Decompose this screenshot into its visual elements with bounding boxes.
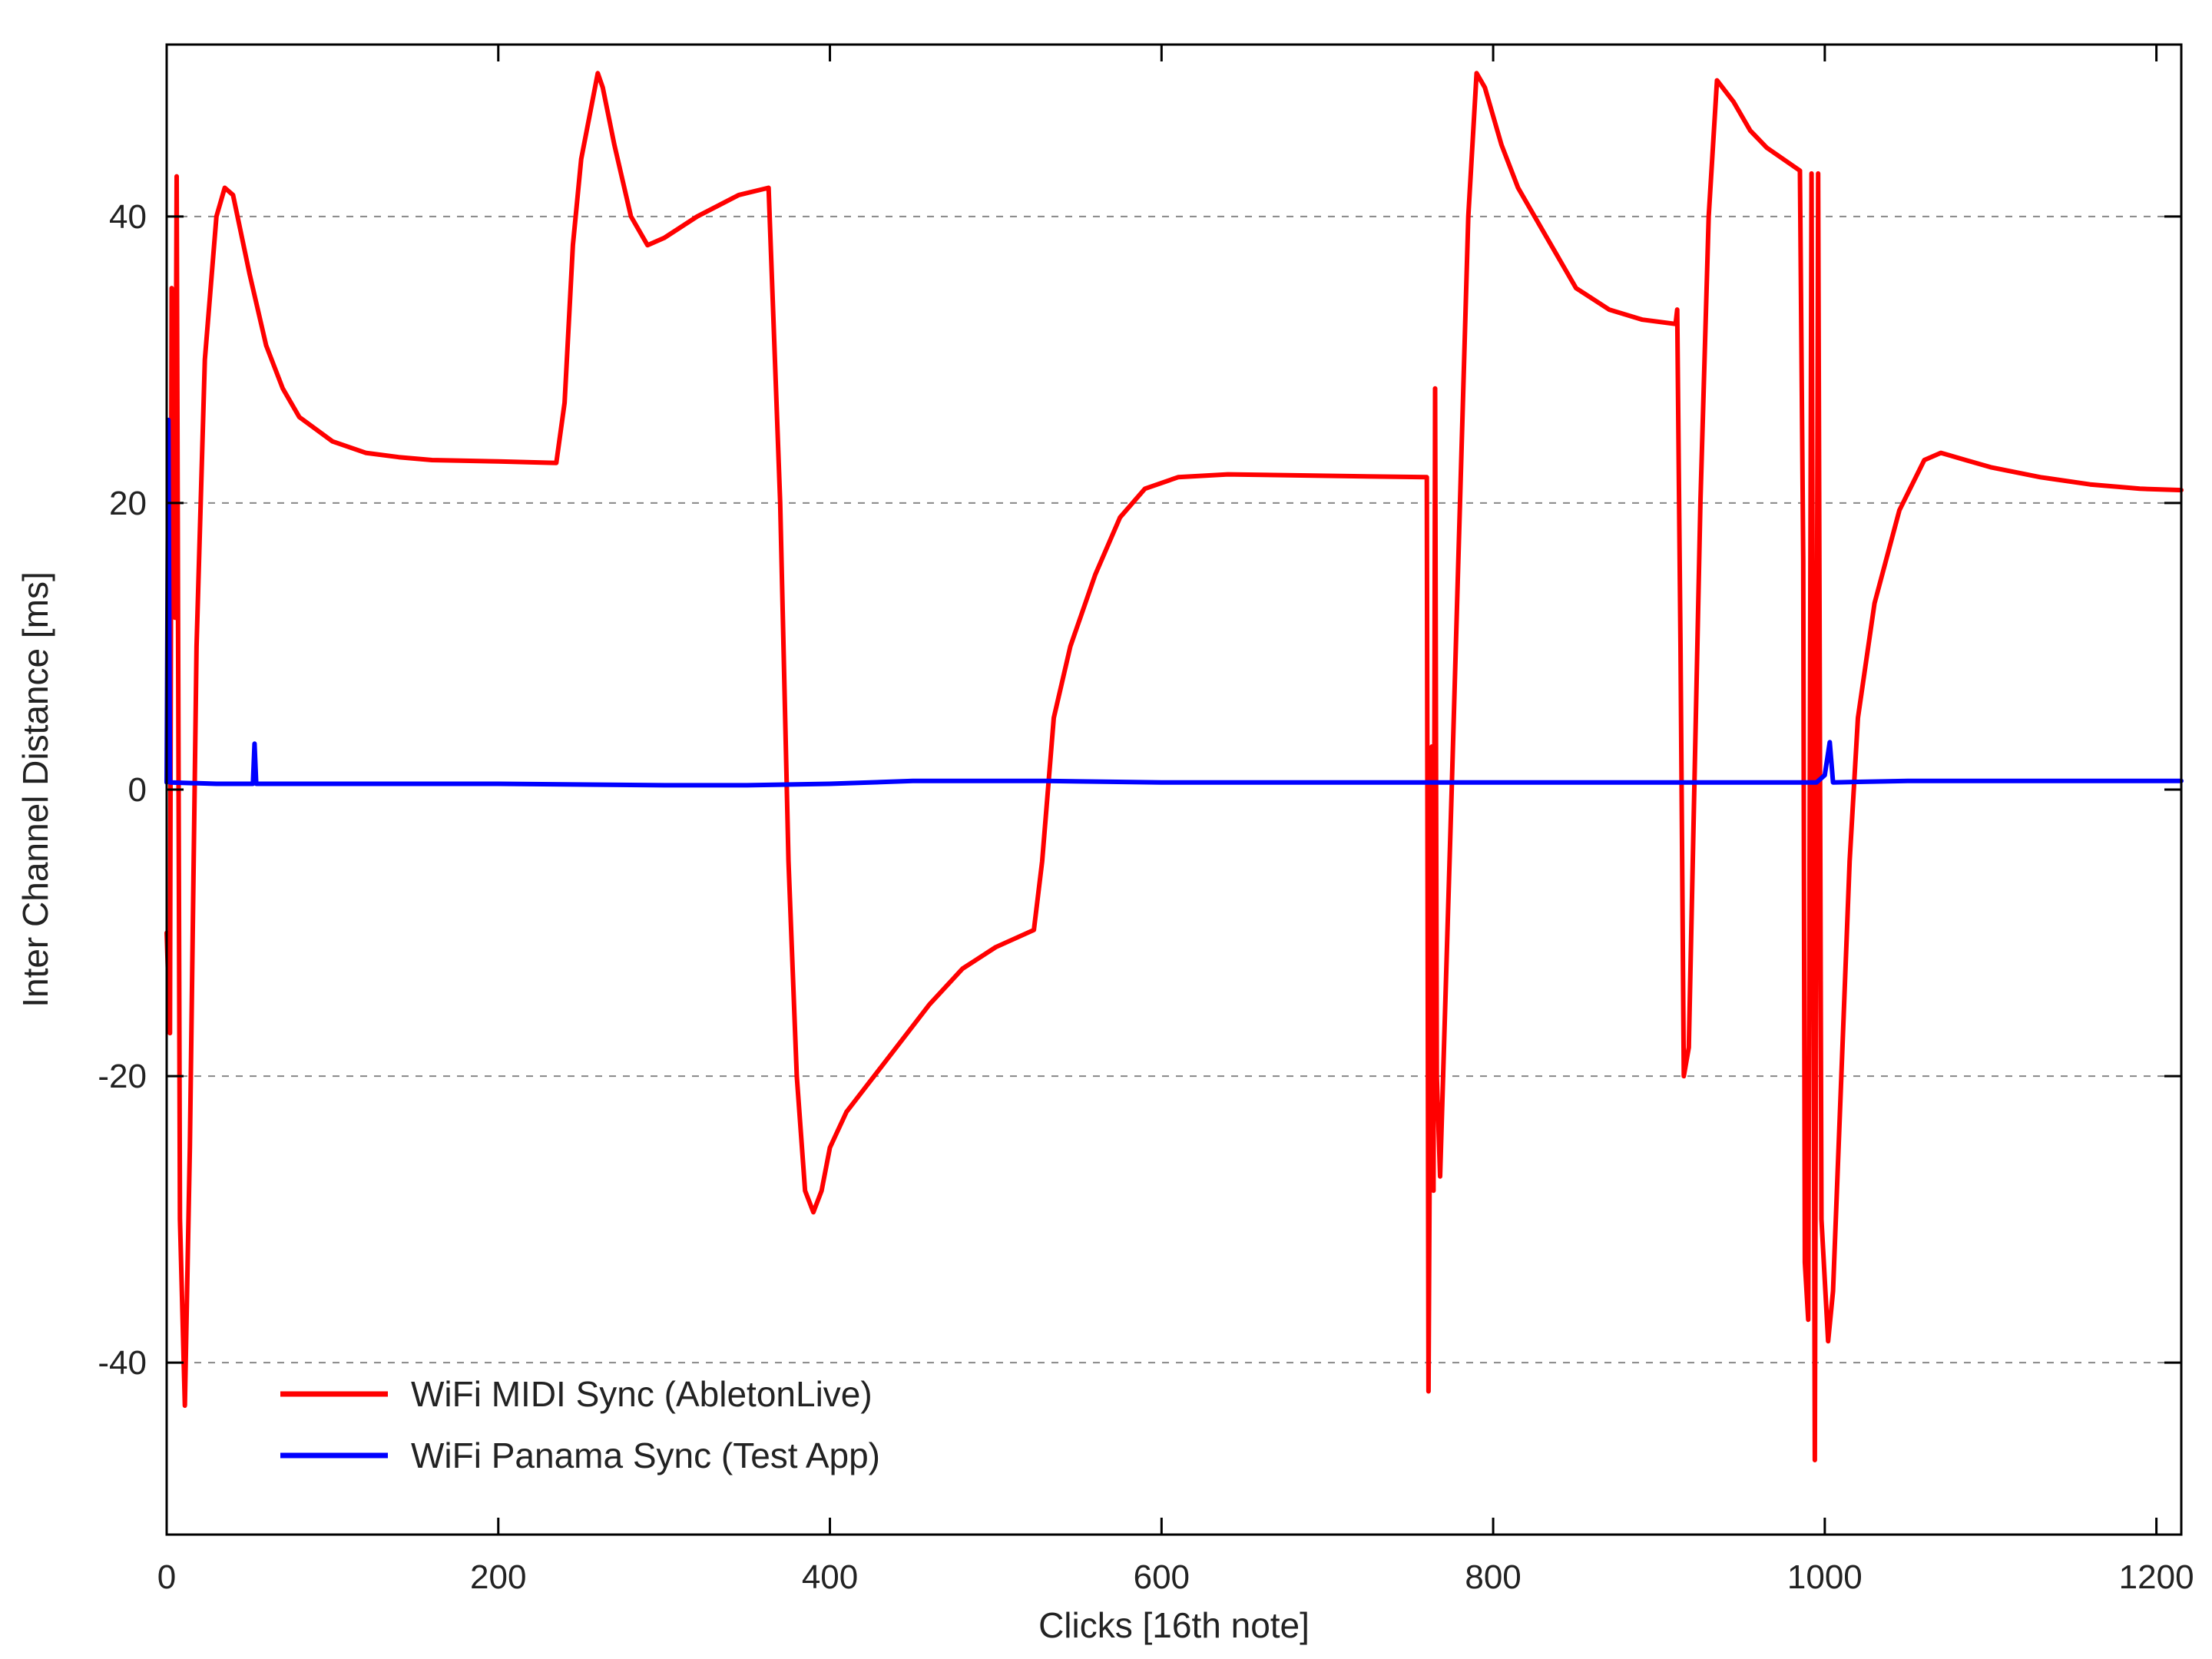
x-tick-label: 200 [470,1558,526,1596]
y-tick-label: 20 [109,485,147,522]
series-lines [164,71,2184,1462]
axis-ticks [165,45,2181,1535]
y-tick-label: -40 [98,1344,147,1382]
legend-label-panama: WiFi Panama Sync (Test App) [411,1435,880,1475]
x-axis-label: Clicks [16th note] [1038,1605,1310,1645]
y-tick-label: -20 [98,1058,147,1095]
x-tick-label: 1200 [2119,1558,2194,1596]
legend: WiFi MIDI Sync (AbletonLive) WiFi Panama… [280,1374,880,1475]
x-tick-label: 1000 [1787,1558,1863,1596]
plot-frame [165,43,2183,1536]
grid-lines [167,215,2181,1364]
x-tick-label: 400 [802,1558,858,1596]
x-tick-label: 600 [1134,1558,1190,1596]
series-line-1 [164,417,2184,788]
legend-label-midi: WiFi MIDI Sync (AbletonLive) [411,1374,873,1414]
y-tick-label: 40 [109,198,147,236]
x-tick-label: 800 [1465,1558,1521,1596]
series-line-0 [164,71,2184,1462]
y-tick-label: 0 [128,771,147,809]
y-axis-label: Inter Channel Distance [ms] [15,571,55,1008]
x-tick-label: 0 [157,1558,176,1596]
